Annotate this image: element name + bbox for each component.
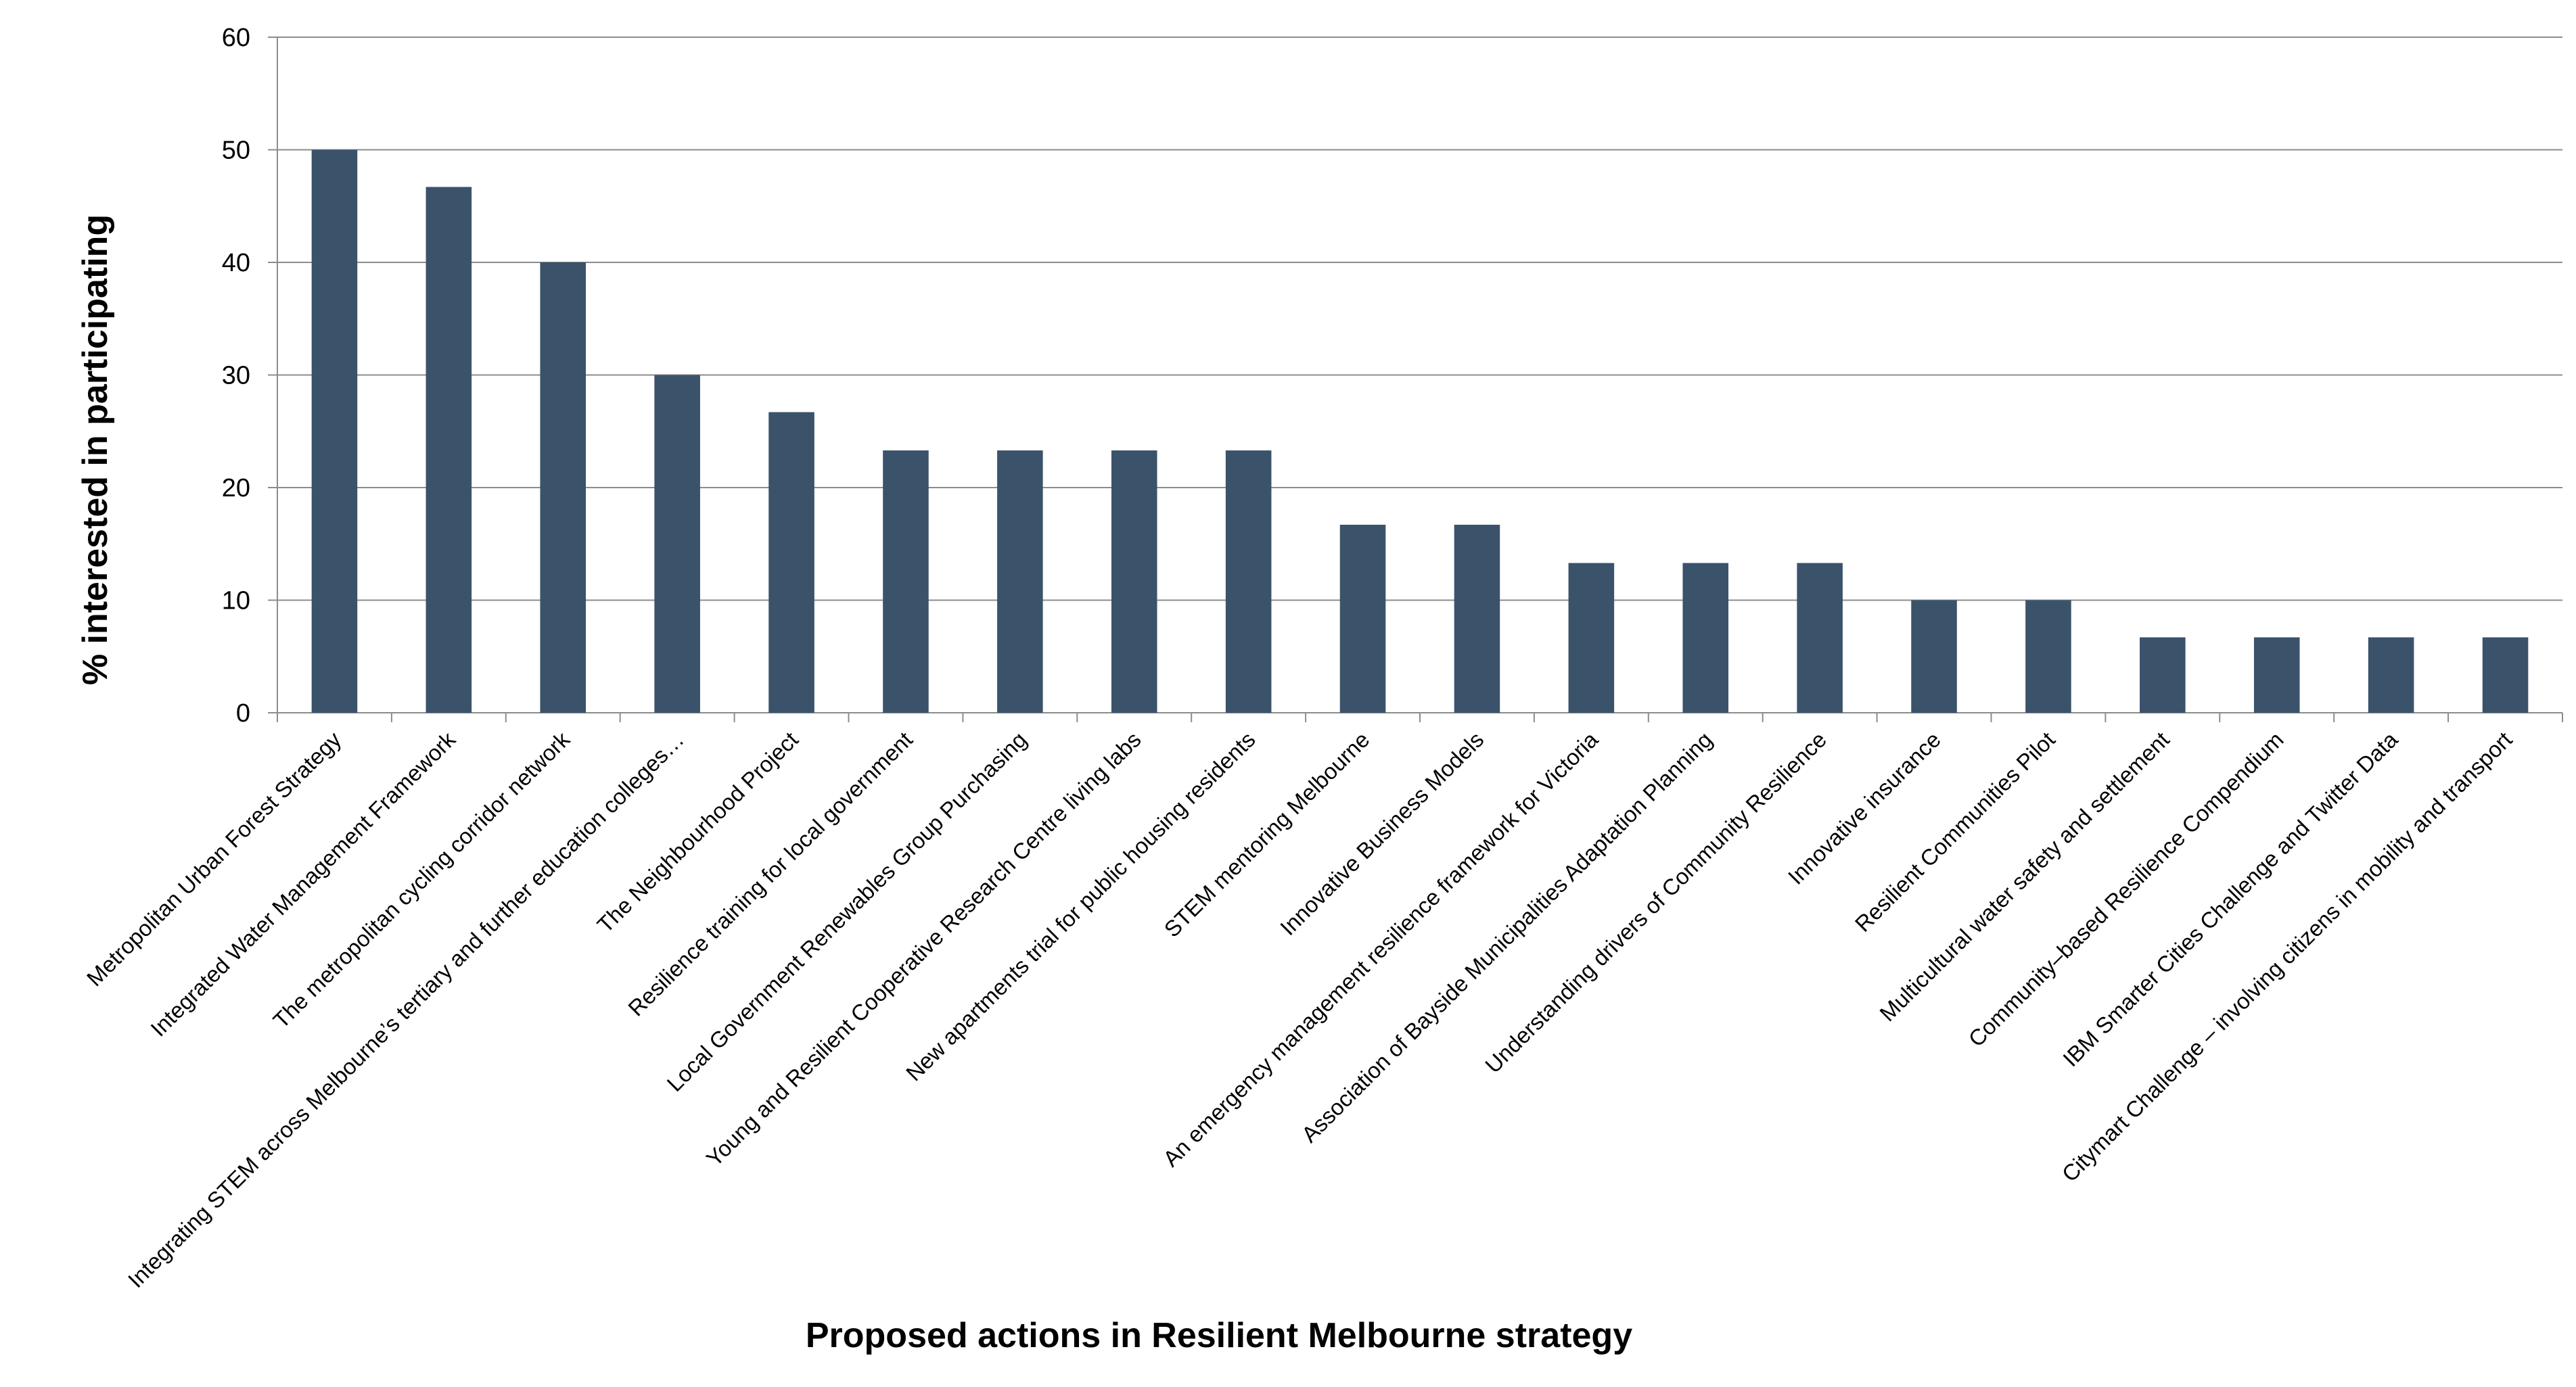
x-tick-label: Association of Bayside Municipalities Ad… [1297,727,1718,1148]
bar [426,187,472,713]
bar [2482,637,2529,713]
bar [311,149,358,713]
bar [1911,600,1957,713]
x-tick-label: Citymart Challenge – involving citizens … [2057,727,2517,1187]
bar [2368,637,2414,713]
bar [1111,450,1157,713]
y-tick-label: 30 [222,362,250,390]
x-tick-label: Metropolitan Urban Forest Strategy [82,726,346,991]
bar [997,450,1043,713]
bar [2140,637,2186,713]
y-tick-label: 20 [222,474,250,502]
x-tick-label: Integrating STEM across Melbourne’s tert… [123,727,689,1292]
y-tick-label: 0 [236,699,250,728]
x-tick-label: STEM mentoring Melbourne [1159,727,1375,942]
bar [2253,637,2300,713]
x-tick-labels: Metropolitan Urban Forest StrategyIntegr… [82,726,2517,1292]
x-tick-label: Young and Resilient Cooperative Research… [702,727,1146,1171]
y-tick-label: 50 [222,137,250,165]
x-tick-label: The Neighbourhood Project [592,727,803,938]
bar [540,262,586,713]
y-tick-label: 40 [222,249,250,277]
axes [268,37,2563,722]
x-tick-label: Resilient Communities Pilot [1850,727,2060,937]
bar [768,412,814,713]
bar [1797,563,1843,713]
bar [1682,563,1729,713]
y-axis-title: % interested in participating [76,214,115,685]
gridlines [277,37,2562,601]
x-axis-title: Proposed actions in Resilient Melbourne … [806,1316,1632,1355]
bar [883,450,929,713]
x-tick-label: Innovative Business Models [1275,727,1488,940]
y-tick-labels: 0 10 20 30 40 50 60 [222,24,250,728]
bar [2025,600,2071,713]
bars [311,149,2529,713]
bar [1339,524,1386,713]
bar [1568,563,1615,713]
bar [1225,450,1272,713]
y-tick-label: 10 [222,587,250,615]
y-tick-label: 60 [222,24,250,52]
x-tick-label: An emergency management resilience frame… [1158,726,1603,1171]
bar [1454,524,1500,713]
bar [654,375,700,713]
